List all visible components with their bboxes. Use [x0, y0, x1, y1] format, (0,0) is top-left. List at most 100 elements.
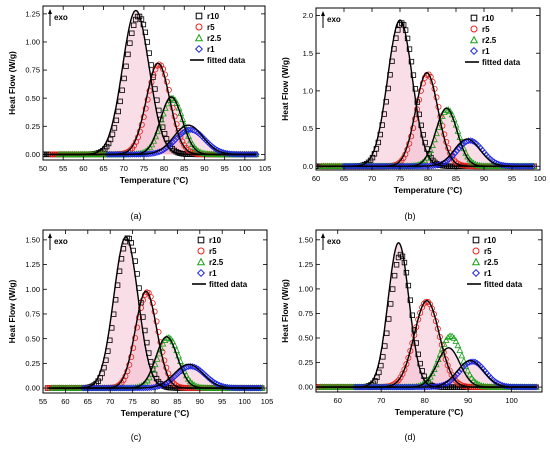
data-point	[418, 122, 424, 129]
legend-marker	[470, 14, 478, 22]
x-tick-label: 100	[238, 397, 251, 406]
data-point	[417, 87, 424, 94]
panel-label: (a)	[131, 211, 142, 221]
data-point	[410, 125, 417, 132]
legend-entry-r2.5: r2.5	[471, 257, 499, 267]
legend-entry-r5: r5	[197, 247, 217, 256]
y-tick-label: 0.75	[25, 66, 40, 75]
data-point	[420, 132, 426, 138]
data-point	[387, 301, 394, 307]
data-point	[495, 380, 502, 387]
x-tick-label: 75	[140, 164, 148, 173]
data-point	[123, 63, 129, 70]
data-point	[444, 333, 452, 341]
y-tick-label: 0.75	[298, 309, 313, 318]
x-axis-label: Temperature (°C)	[394, 185, 463, 195]
x-axis-label: Temperature (°C)	[121, 408, 190, 418]
y-tick-label: 1.25	[298, 260, 313, 269]
data-point	[502, 162, 509, 169]
legend-entry-r1: r1	[194, 44, 215, 54]
legend-marker	[471, 268, 481, 278]
y-tick-label: 0.50	[25, 94, 40, 103]
x-tick-label: 100	[534, 174, 547, 183]
data-point	[142, 105, 149, 112]
x-tick-label: 60	[312, 174, 320, 183]
legend-entry-r2.5: r2.5	[196, 257, 224, 267]
data-point	[224, 150, 231, 157]
y-tick-label: 1.00	[298, 285, 313, 294]
x-tick-label: 105	[261, 397, 274, 406]
legend-entry-r10: r10	[195, 12, 220, 21]
data-point	[121, 75, 127, 82]
data-point	[117, 98, 123, 105]
y-tick-label: 2.0	[303, 11, 313, 20]
y-tick-label: 0.00	[25, 150, 40, 159]
y-tick-label: 0.75	[25, 310, 40, 319]
data-point	[183, 145, 190, 152]
x-tick-label: 95	[220, 164, 228, 173]
x-tick-label: 80	[160, 164, 168, 173]
fit-shade-r2.5	[59, 97, 257, 155]
data-point	[129, 30, 135, 36]
exo-label: exo	[54, 13, 68, 22]
legend-entry-r2.5: r2.5	[194, 33, 222, 43]
data-point	[407, 297, 414, 303]
data-point	[406, 46, 413, 52]
data-point	[222, 383, 229, 391]
data-point	[422, 139, 428, 146]
fit-shade-r5	[47, 291, 263, 389]
data-point	[401, 366, 408, 373]
y-tick-label: 0.25	[25, 359, 40, 368]
panel-label: (b)	[405, 211, 416, 221]
data-point	[505, 383, 512, 390]
data-point	[403, 361, 410, 368]
data-point	[153, 318, 160, 325]
x-tick-label: 65	[84, 397, 92, 406]
legend-marker	[195, 23, 203, 31]
y-tick-label: 1.00	[25, 285, 40, 294]
data-point	[140, 114, 147, 121]
x-tick-label: 90	[464, 396, 472, 405]
data-point	[468, 374, 476, 381]
data-point	[478, 382, 485, 389]
x-tick-label: 75	[396, 174, 404, 183]
legend-marker	[194, 44, 204, 54]
legend-label: r5	[207, 23, 215, 32]
legend-entry-r1: r1	[196, 268, 217, 278]
data-point	[109, 131, 116, 138]
y-tick-label: 1.5	[303, 49, 313, 58]
data-point	[391, 272, 398, 279]
legend-entry-r5: r5	[472, 247, 492, 256]
data-point	[408, 58, 415, 65]
legend-label: r2.5	[209, 258, 224, 267]
x-tick-label: 55	[39, 397, 47, 406]
data-point	[125, 51, 131, 58]
data-point	[404, 35, 411, 42]
y-tick-label: 1.25	[25, 260, 40, 269]
legend-label: r1	[484, 269, 492, 278]
data-point	[146, 87, 153, 94]
data-point	[389, 286, 396, 292]
y-tick-label: 0.25	[25, 122, 40, 131]
data-point	[126, 361, 133, 368]
data-point	[169, 138, 177, 146]
x-tick-label: 105	[259, 164, 272, 173]
data-point	[451, 149, 459, 157]
data-point	[412, 115, 419, 122]
data-point	[416, 111, 422, 118]
data-point	[429, 369, 436, 377]
data-point	[405, 282, 412, 289]
data-point	[498, 161, 506, 169]
legend-label: r10	[209, 236, 222, 245]
y-tick-label: 1.00	[25, 38, 40, 47]
data-point	[144, 96, 151, 103]
legend-marker	[472, 236, 480, 244]
data-point	[257, 384, 264, 392]
data-point	[450, 334, 458, 341]
x-axis-label: Temperature (°C)	[120, 175, 189, 185]
x-tick-label: 100	[239, 164, 252, 173]
data-point	[225, 150, 233, 157]
legend-label: r1	[209, 269, 217, 278]
y-axis-label: Heat Flow (W/g)	[280, 57, 290, 121]
